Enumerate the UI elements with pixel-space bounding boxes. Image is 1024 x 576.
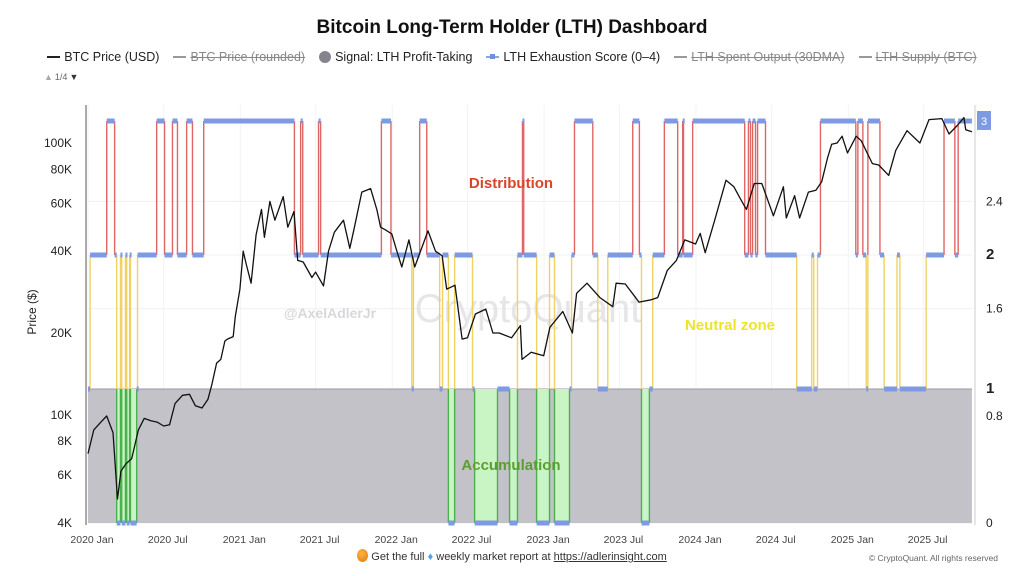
accumulation-fill: [641, 389, 650, 523]
signal-fill-area: [88, 388, 972, 523]
zone-labels: Distribution Neutral zone Accumulation: [461, 175, 775, 474]
legend-page-up-icon[interactable]: ▲: [44, 72, 53, 82]
zone-label-neutral: Neutral zone: [685, 317, 775, 334]
x-tick-label: 2025 Jan: [831, 534, 874, 546]
current-value-badge: [977, 111, 991, 130]
y-tick-label: 40K: [51, 244, 72, 258]
exhaustion-score-series: [88, 118, 972, 526]
copyright: © CryptoQuant. All rights reserved: [868, 553, 998, 563]
legend-label: LTH Spent Output (30DMA): [691, 50, 845, 64]
legend-label: LTH Supply (BTC): [875, 50, 977, 64]
accumulation-fill: [509, 389, 518, 523]
footer-text: weekly market report at: [436, 551, 551, 563]
x-tick-label: 2022 Jan: [375, 534, 418, 546]
watermarks: @AxelAdlerJr CryptoQuant: [284, 287, 642, 331]
y-tick-label: 20K: [51, 326, 72, 340]
line-swatch-icon: [674, 56, 688, 58]
x-tick-label: 2021 Jan: [223, 534, 266, 546]
legend-label: BTC Price (USD): [64, 50, 160, 64]
legend-label: Signal: LTH Profit-Taking: [335, 50, 473, 64]
legend-label: LTH Exhaustion Score (0–4): [503, 50, 661, 64]
btc-price-series: [87, 116, 973, 500]
accumulation-fill: [126, 389, 130, 523]
circle-swatch-icon: [319, 51, 332, 63]
legend-label: BTC Price (rounded): [190, 50, 306, 64]
x-tick-label: 2021 Jul: [300, 534, 340, 546]
x-tick-label: 2020 Jul: [148, 534, 188, 546]
line-swatch-icon: [173, 56, 187, 58]
legend-item-exhaustion-score[interactable]: LTH Exhaustion Score (0–4): [486, 50, 660, 64]
watermark-brand: CryptoQuant: [415, 287, 642, 331]
accumulation-fill: [474, 389, 498, 523]
y-axis-label: Price ($): [25, 289, 39, 334]
accumulation-fill: [121, 389, 126, 523]
legend-pager: ▲ 1/4 ▼: [44, 72, 78, 82]
legend-item-lth-spent-output[interactable]: LTH Spent Output (30DMA): [674, 50, 845, 64]
signal-fill-band: [88, 389, 972, 523]
y-tick-label: 60K: [51, 196, 72, 210]
y2-tick-label: 1.6: [986, 302, 1003, 316]
line-swatch-icon: [858, 56, 872, 58]
zone-label-accumulation: Accumulation: [461, 457, 560, 474]
watermark-author: @AxelAdlerJr: [284, 305, 377, 321]
legend-page-down-icon[interactable]: ▼: [69, 72, 79, 82]
x-tick-label: 2024 Jan: [678, 534, 721, 546]
legend-page-indicator: 1/4: [54, 72, 68, 82]
accumulation-fill: [554, 389, 570, 523]
axes: 4K 6K 8K 10K 20K 40K 60K 80K 100K 0 0.8 1 1.6 2 2.4 3 20…: [44, 105, 1003, 546]
x-tick-label: 2023 Jan: [526, 534, 569, 546]
orange-circle-icon: [357, 549, 369, 562]
accumulation-fill: [536, 389, 550, 523]
y-tick-label: 4K: [57, 516, 72, 530]
chart-title: Bitcoin Long-Term Holder (LTH) Dashboard: [316, 17, 708, 38]
legend-item-btc-price-rounded[interactable]: BTC Price (rounded): [173, 50, 305, 64]
report-link[interactable]: https://adlerinsight.com: [553, 551, 667, 563]
y2-tick-label: 2.4: [986, 194, 1003, 208]
x-tick-label: 2022 Jul: [452, 534, 492, 546]
x-tick-label: 2024 Jul: [756, 534, 796, 546]
accumulation-fill: [116, 389, 121, 523]
legend-item-profit-taking-signal[interactable]: Signal: LTH Profit-Taking: [319, 50, 472, 64]
footer: Get the full ♦ weekly market report at h…: [0, 549, 1024, 563]
footer-text: Get the full: [371, 551, 425, 563]
y-tick-label: 8K: [57, 434, 72, 448]
x-tick-label: 2023 Jul: [604, 534, 644, 546]
y-tick-label: 100K: [44, 136, 72, 150]
zone-label-distribution: Distribution: [469, 175, 553, 192]
line-square-swatch-icon: [486, 54, 500, 59]
y-tick-label: 80K: [51, 162, 72, 176]
x-tick-label: 2020 Jan: [70, 534, 113, 546]
legend: BTC Price (USD) BTC Price (rounded) Sign…: [0, 50, 1024, 64]
y2-tick-label: 2: [986, 246, 994, 263]
y2-tick-label: 0: [986, 516, 993, 530]
current-value-label: 3: [981, 116, 987, 128]
accumulation-fill: [448, 389, 455, 523]
y-tick-label: 6K: [57, 468, 72, 482]
btc-price-line: [87, 116, 973, 500]
line-swatch-icon: [47, 56, 61, 58]
legend-item-btc-price[interactable]: BTC Price (USD): [47, 50, 159, 64]
y2-tick-label: 0.8: [986, 409, 1003, 423]
diamond-icon: ♦: [427, 551, 434, 563]
x-tick-label: 2025 Jul: [908, 534, 948, 546]
y2-tick-label: 1: [986, 380, 994, 397]
accumulation-fill: [130, 389, 137, 523]
legend-item-lth-supply[interactable]: LTH Supply (BTC): [858, 50, 977, 64]
y-tick-label: 10K: [51, 408, 72, 422]
